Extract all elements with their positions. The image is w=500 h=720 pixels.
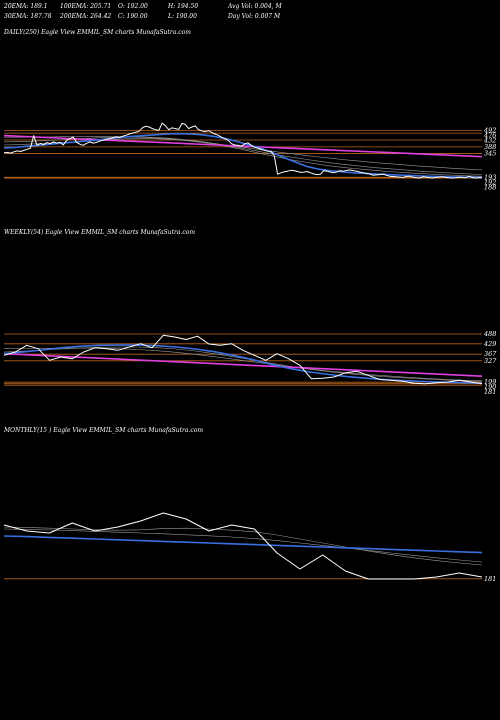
tick-label: 367 bbox=[484, 350, 497, 358]
series-line-ema-grey bbox=[3, 347, 483, 382]
series-line-trend bbox=[3, 134, 483, 158]
header-stat: Day Vol: 0.007 M bbox=[227, 13, 281, 20]
tick-label: 345 bbox=[484, 150, 496, 158]
tick-label: 488 bbox=[483, 330, 496, 338]
tick-label: 429 bbox=[483, 340, 496, 348]
panel-daily: DAILY(250) Eagle View EMMIL_SM charts Mu… bbox=[3, 29, 496, 191]
header-stats: 20EMA: 189.1 100EMA: 205.71 O: 192.00 H: 19… bbox=[3, 3, 282, 20]
series-line-ema-blue bbox=[3, 132, 483, 179]
series-line-ema-grey bbox=[3, 526, 483, 566]
series-line-price bbox=[3, 512, 483, 580]
series-line-trend bbox=[3, 352, 483, 377]
tick-label: 192 bbox=[484, 178, 496, 186]
panel-weekly: WEEKLY(54) Eagle View EMMIL_SM charts Mu… bbox=[3, 229, 497, 396]
header-stat: H: 194.50 bbox=[167, 3, 198, 10]
header-stat: L: 190.00 bbox=[167, 13, 197, 20]
header-stat: O: 192.00 bbox=[118, 3, 148, 10]
tick-label: 388 bbox=[484, 143, 496, 151]
panel-monthly: MONTHLY(15 ) Eagle View EMMIL_SM charts … bbox=[3, 427, 496, 583]
tick-label: 327 bbox=[484, 357, 497, 365]
tick-label: 432 bbox=[483, 137, 496, 145]
series-line-ema-blue bbox=[3, 344, 483, 384]
header-stat: Avg Vol: 0.004, M bbox=[227, 3, 282, 10]
tick-label: 476 bbox=[483, 132, 496, 140]
tick-label: 199 bbox=[484, 378, 496, 386]
panel-title: MONTHLY(15 ) Eagle View EMMIL_SM charts … bbox=[3, 427, 203, 434]
tick-label: 193 bbox=[484, 173, 496, 181]
header-stat: 30EMA: 187.78 bbox=[4, 13, 52, 20]
header-stat: 200EMA: 264.42 bbox=[59, 13, 111, 20]
series-line-ema-grey bbox=[3, 528, 483, 563]
series-line-price bbox=[3, 334, 483, 385]
header-stat: 20EMA: 189.1 bbox=[3, 3, 48, 10]
series-line-ema-blue bbox=[3, 535, 483, 554]
series-line-price bbox=[3, 122, 482, 179]
header-stat: 100EMA: 205.71 bbox=[60, 3, 111, 10]
panel-title: WEEKLY(54) Eagle View EMMIL_SM charts Mu… bbox=[4, 229, 195, 236]
tick-label: 492 bbox=[483, 127, 496, 135]
tick-label: 188 bbox=[484, 183, 496, 191]
tick-label: 181 bbox=[484, 388, 496, 396]
panel-title: DAILY(250) Eagle View EMMIL_SM charts Mu… bbox=[3, 29, 191, 36]
tick-label: 181 bbox=[484, 575, 496, 583]
header-stat: C: 190.00 bbox=[118, 13, 148, 20]
tick-label: 190 bbox=[484, 383, 496, 391]
series-line-ema-grey bbox=[4, 136, 483, 171]
chart-panels: DAILY(250) Eagle View EMMIL_SM charts Mu… bbox=[3, 29, 497, 583]
